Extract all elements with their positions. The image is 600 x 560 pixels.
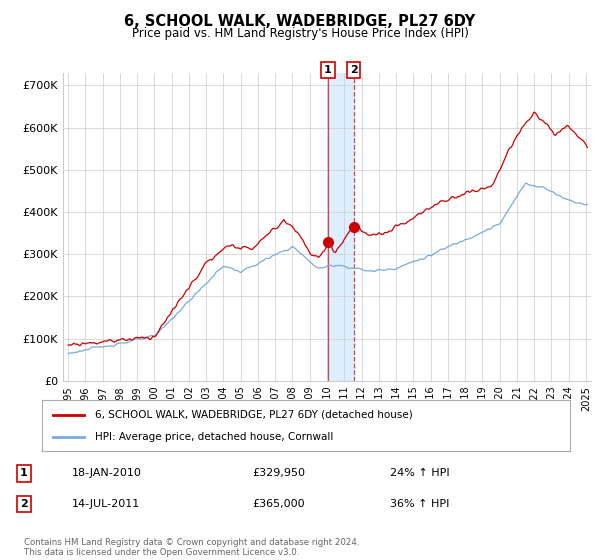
Text: 14-JUL-2011: 14-JUL-2011 <box>72 499 140 509</box>
Text: 2: 2 <box>350 65 358 75</box>
Text: 36% ↑ HPI: 36% ↑ HPI <box>390 499 449 509</box>
Text: 6, SCHOOL WALK, WADEBRIDGE, PL27 6DY: 6, SCHOOL WALK, WADEBRIDGE, PL27 6DY <box>124 14 476 29</box>
Text: 1: 1 <box>324 65 332 75</box>
Text: 24% ↑ HPI: 24% ↑ HPI <box>390 468 449 478</box>
Text: 18-JAN-2010: 18-JAN-2010 <box>72 468 142 478</box>
Text: £329,950: £329,950 <box>252 468 305 478</box>
Bar <box>328 73 353 381</box>
Text: HPI: Average price, detached house, Cornwall: HPI: Average price, detached house, Corn… <box>95 432 333 442</box>
Text: 1: 1 <box>20 468 28 478</box>
Text: Price paid vs. HM Land Registry's House Price Index (HPI): Price paid vs. HM Land Registry's House … <box>131 27 469 40</box>
Text: Contains HM Land Registry data © Crown copyright and database right 2024.
This d: Contains HM Land Registry data © Crown c… <box>24 538 359 557</box>
Text: 2: 2 <box>20 499 28 509</box>
Text: £365,000: £365,000 <box>252 499 305 509</box>
Text: 6, SCHOOL WALK, WADEBRIDGE, PL27 6DY (detached house): 6, SCHOOL WALK, WADEBRIDGE, PL27 6DY (de… <box>95 409 413 419</box>
